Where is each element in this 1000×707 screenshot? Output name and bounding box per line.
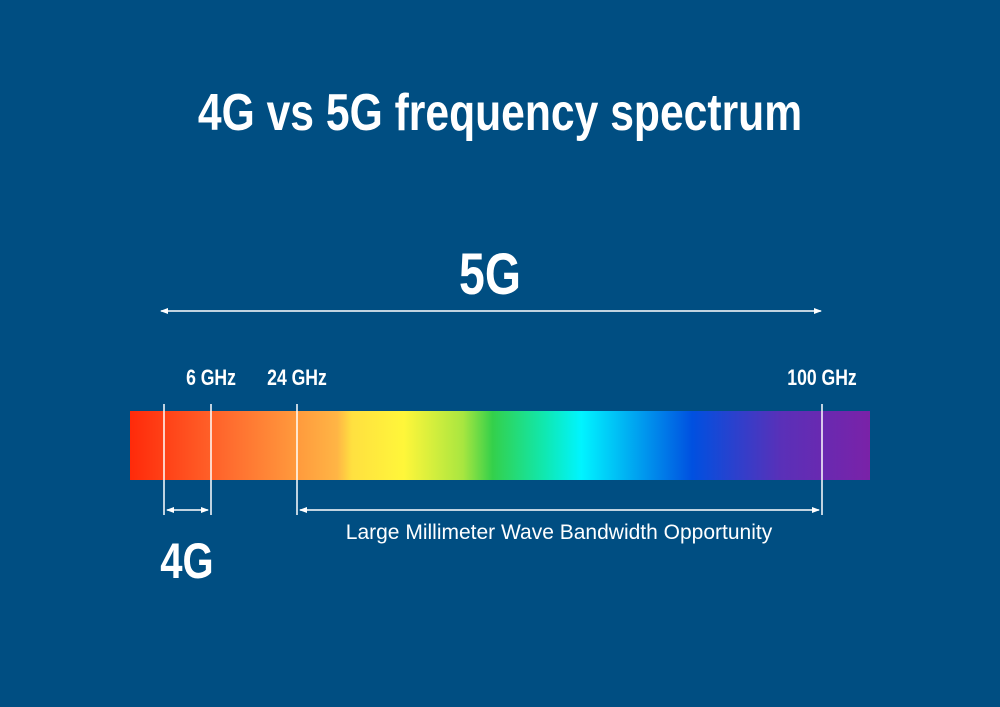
label-6ghz: 6 GHz: [186, 366, 236, 390]
label-100ghz: 100 GHz: [787, 366, 856, 390]
5g-label: 5G: [459, 242, 521, 307]
spectrum-bar: [130, 411, 870, 480]
label-24ghz: 24 GHz: [267, 366, 327, 390]
mmwave-label: Large Millimeter Wave Bandwidth Opportun…: [346, 521, 773, 544]
page-title: 4G vs 5G frequency spectrum: [198, 84, 802, 142]
4g-label: 4G: [160, 533, 213, 589]
